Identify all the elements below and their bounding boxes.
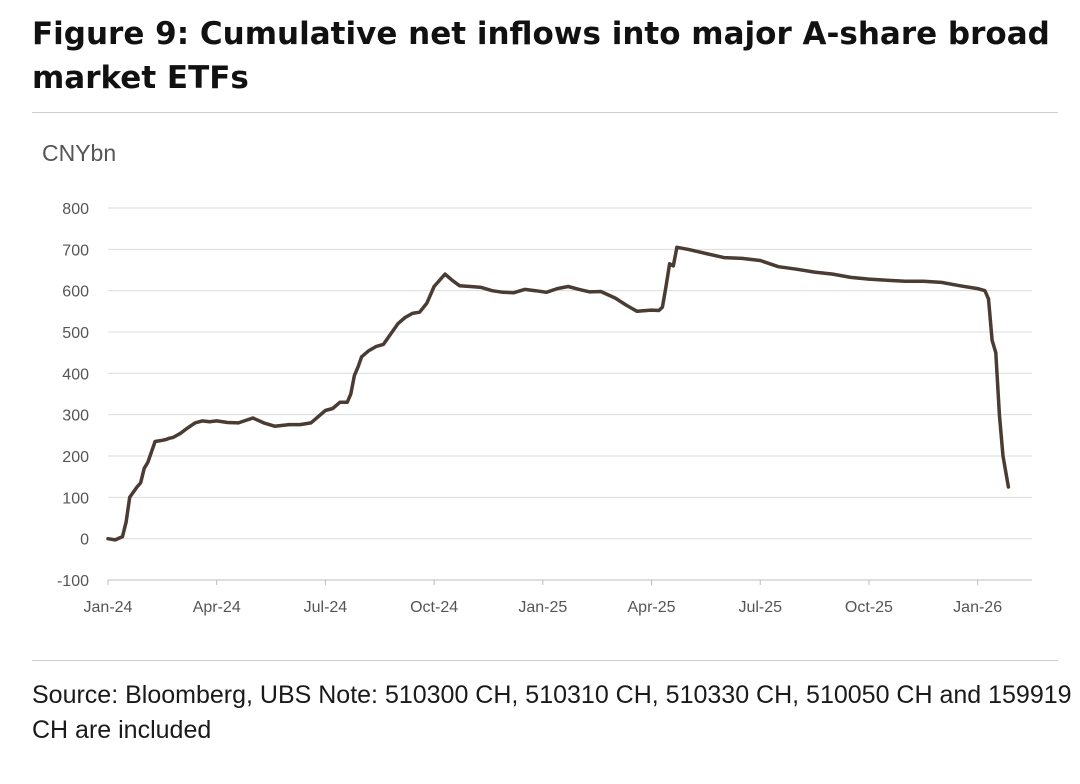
y-tick-label: 700 — [62, 242, 89, 259]
x-tick-label: Oct-25 — [845, 599, 893, 616]
y-tick-label: -100 — [57, 573, 89, 590]
line-chart: -100 0 100 200 300 400 500 600 700 800 Jan-24 Apr-2… — [57, 201, 1032, 616]
x-tick-label: Apr-24 — [193, 599, 241, 616]
footer-divider — [32, 660, 1058, 661]
x-tick-label: Jul-24 — [304, 599, 348, 616]
title-divider — [32, 112, 1058, 113]
x-tick-label: Jan-24 — [84, 599, 133, 616]
x-tick-label: Oct-24 — [410, 599, 458, 616]
y-axis-unit-label: CNYbn — [42, 140, 117, 166]
y-tick-label: 500 — [62, 325, 89, 342]
y-tick-label: 800 — [62, 201, 89, 218]
y-tick-label: 200 — [62, 449, 89, 466]
y-tick-label: 600 — [62, 284, 89, 301]
figure-title: Figure 9: Cumulative net inflows into ma… — [32, 16, 1050, 96]
x-tick-label: Jul-25 — [738, 599, 782, 616]
y-tick-label: 400 — [62, 366, 89, 383]
series-line — [106, 245, 1011, 542]
source-note: Source: Bloomberg, UBS Note: 510300 CH, … — [32, 681, 1072, 744]
x-tick-label: Jan-25 — [518, 599, 567, 616]
y-tick-label: 300 — [62, 408, 89, 425]
y-tick-label: 100 — [62, 490, 89, 507]
y-tick-label: 0 — [80, 532, 89, 549]
x-tick-label: Jan-26 — [953, 599, 1002, 616]
x-tick-label: Apr-25 — [628, 599, 676, 616]
